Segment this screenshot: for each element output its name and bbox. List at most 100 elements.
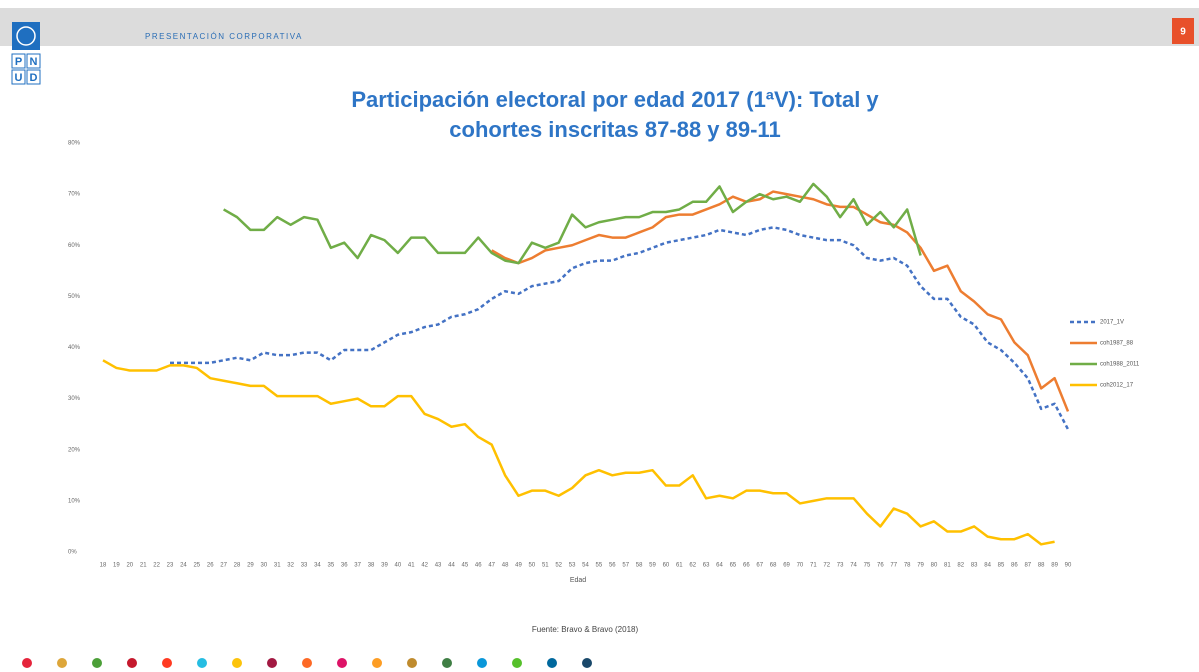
x-tick-label: 40 xyxy=(395,563,402,569)
x-tick-label: 56 xyxy=(609,563,616,569)
x-tick-label: 81 xyxy=(944,563,951,569)
x-tick-label: 57 xyxy=(622,563,629,569)
logo-letter: D xyxy=(30,72,38,84)
x-tick-label: 29 xyxy=(247,563,254,569)
legend-label: 2017_1V xyxy=(1100,320,1124,326)
x-tick-label: 35 xyxy=(328,563,335,569)
x-tick-label: 20 xyxy=(126,563,133,569)
x-tick-label: 83 xyxy=(971,563,978,569)
logo-emblem xyxy=(12,22,40,50)
dot xyxy=(232,658,242,668)
dot xyxy=(582,658,592,668)
x-tick-label: 51 xyxy=(542,563,549,569)
dot xyxy=(372,658,382,668)
x-tick-label: 46 xyxy=(475,563,482,569)
header-band xyxy=(0,8,1199,46)
x-tick-label: 89 xyxy=(1051,563,1058,569)
x-tick-label: 58 xyxy=(636,563,643,569)
y-tick-label: 40% xyxy=(68,345,81,351)
x-tick-label: 48 xyxy=(502,563,509,569)
x-tick-label: 44 xyxy=(448,563,455,569)
x-tick-label: 59 xyxy=(649,563,656,569)
dot xyxy=(477,658,487,668)
x-tick-label: 19 xyxy=(113,563,120,569)
x-tick-label: 78 xyxy=(904,563,911,569)
x-tick-label: 66 xyxy=(743,563,750,569)
y-tick-label: 0% xyxy=(68,550,77,556)
x-tick-label: 30 xyxy=(260,563,267,569)
x-tick-label: 64 xyxy=(716,563,723,569)
x-tick-label: 47 xyxy=(488,563,495,569)
x-tick-label: 68 xyxy=(770,563,777,569)
x-tick-label: 87 xyxy=(1024,563,1031,569)
x-tick-label: 53 xyxy=(569,563,576,569)
x-tick-label: 73 xyxy=(837,563,844,569)
header-title: PRESENTACIÓN CORPORATIVA xyxy=(145,32,303,41)
x-tick-label: 86 xyxy=(1011,563,1018,569)
x-tick-label: 27 xyxy=(220,563,227,569)
x-tick-label: 85 xyxy=(998,563,1005,569)
x-tick-label: 69 xyxy=(783,563,790,569)
x-tick-label: 31 xyxy=(274,563,281,569)
series-line xyxy=(491,190,1070,412)
x-tick-label: 62 xyxy=(689,563,696,569)
x-tick-label: 52 xyxy=(555,563,562,569)
x-tick-label: 65 xyxy=(730,563,737,569)
logo-letter: P xyxy=(15,56,22,68)
dot xyxy=(127,658,137,668)
logo-cell xyxy=(11,69,26,85)
legend-label: coh1987_88 xyxy=(1100,341,1134,347)
x-tick-label: 54 xyxy=(582,563,589,569)
y-tick-label: 70% xyxy=(68,192,81,198)
dot xyxy=(442,658,452,668)
x-tick-label: 63 xyxy=(703,563,710,569)
x-tick-label: 84 xyxy=(984,563,991,569)
x-tick-label: 72 xyxy=(823,563,830,569)
logo: P N U D xyxy=(11,22,41,85)
logo-cell xyxy=(11,53,26,69)
legend-label: coh1988_2011 xyxy=(1100,362,1140,368)
x-tick-label: 67 xyxy=(756,563,763,569)
x-tick-label: 82 xyxy=(957,563,964,569)
x-tick-label: 76 xyxy=(877,563,884,569)
x-tick-label: 77 xyxy=(890,563,897,569)
x-tick-label: 26 xyxy=(207,563,214,569)
dot xyxy=(22,658,32,668)
dot xyxy=(547,658,557,668)
x-tick-label: 23 xyxy=(167,563,174,569)
x-tick-label: 22 xyxy=(153,563,160,569)
x-tick-label: 41 xyxy=(408,563,415,569)
sdg-dots xyxy=(22,658,592,668)
x-tick-label: 60 xyxy=(663,563,670,569)
x-tick-label: 39 xyxy=(381,563,388,569)
x-tick-label: 42 xyxy=(421,563,428,569)
logo-cell xyxy=(26,53,41,69)
legend-label: coh2012_17 xyxy=(1100,383,1134,389)
x-tick-label: 28 xyxy=(234,563,241,569)
x-tick-label: 61 xyxy=(676,563,683,569)
x-tick-label: 55 xyxy=(596,563,603,569)
source: Fuente: Bravo & Bravo (2018) xyxy=(532,625,639,634)
chart-title: cohortes inscritas 87-88 y 89-11 xyxy=(449,117,780,142)
x-tick-label: 70 xyxy=(797,563,804,569)
x-tick-label: 43 xyxy=(435,563,442,569)
x-tick-label: 71 xyxy=(810,563,817,569)
x-tick-label: 50 xyxy=(529,563,536,569)
x-tick-label: 74 xyxy=(850,563,857,569)
dot xyxy=(302,658,312,668)
x-tick-label: 88 xyxy=(1038,563,1045,569)
x-tick-label: 25 xyxy=(193,563,200,569)
y-tick-label: 30% xyxy=(68,396,81,402)
dot xyxy=(197,658,207,668)
page-badge xyxy=(1172,18,1194,44)
y-tick-label: 10% xyxy=(68,498,81,504)
logo-globe xyxy=(16,26,36,46)
chart-title: Participación electoral por edad 2017 (1… xyxy=(351,87,879,112)
logo-letter: U xyxy=(15,72,23,84)
x-tick-label: 37 xyxy=(354,563,361,569)
x-tick-label: 38 xyxy=(368,563,375,569)
dot xyxy=(407,658,417,668)
dot xyxy=(267,658,277,668)
page-number: 9 xyxy=(1180,27,1186,38)
